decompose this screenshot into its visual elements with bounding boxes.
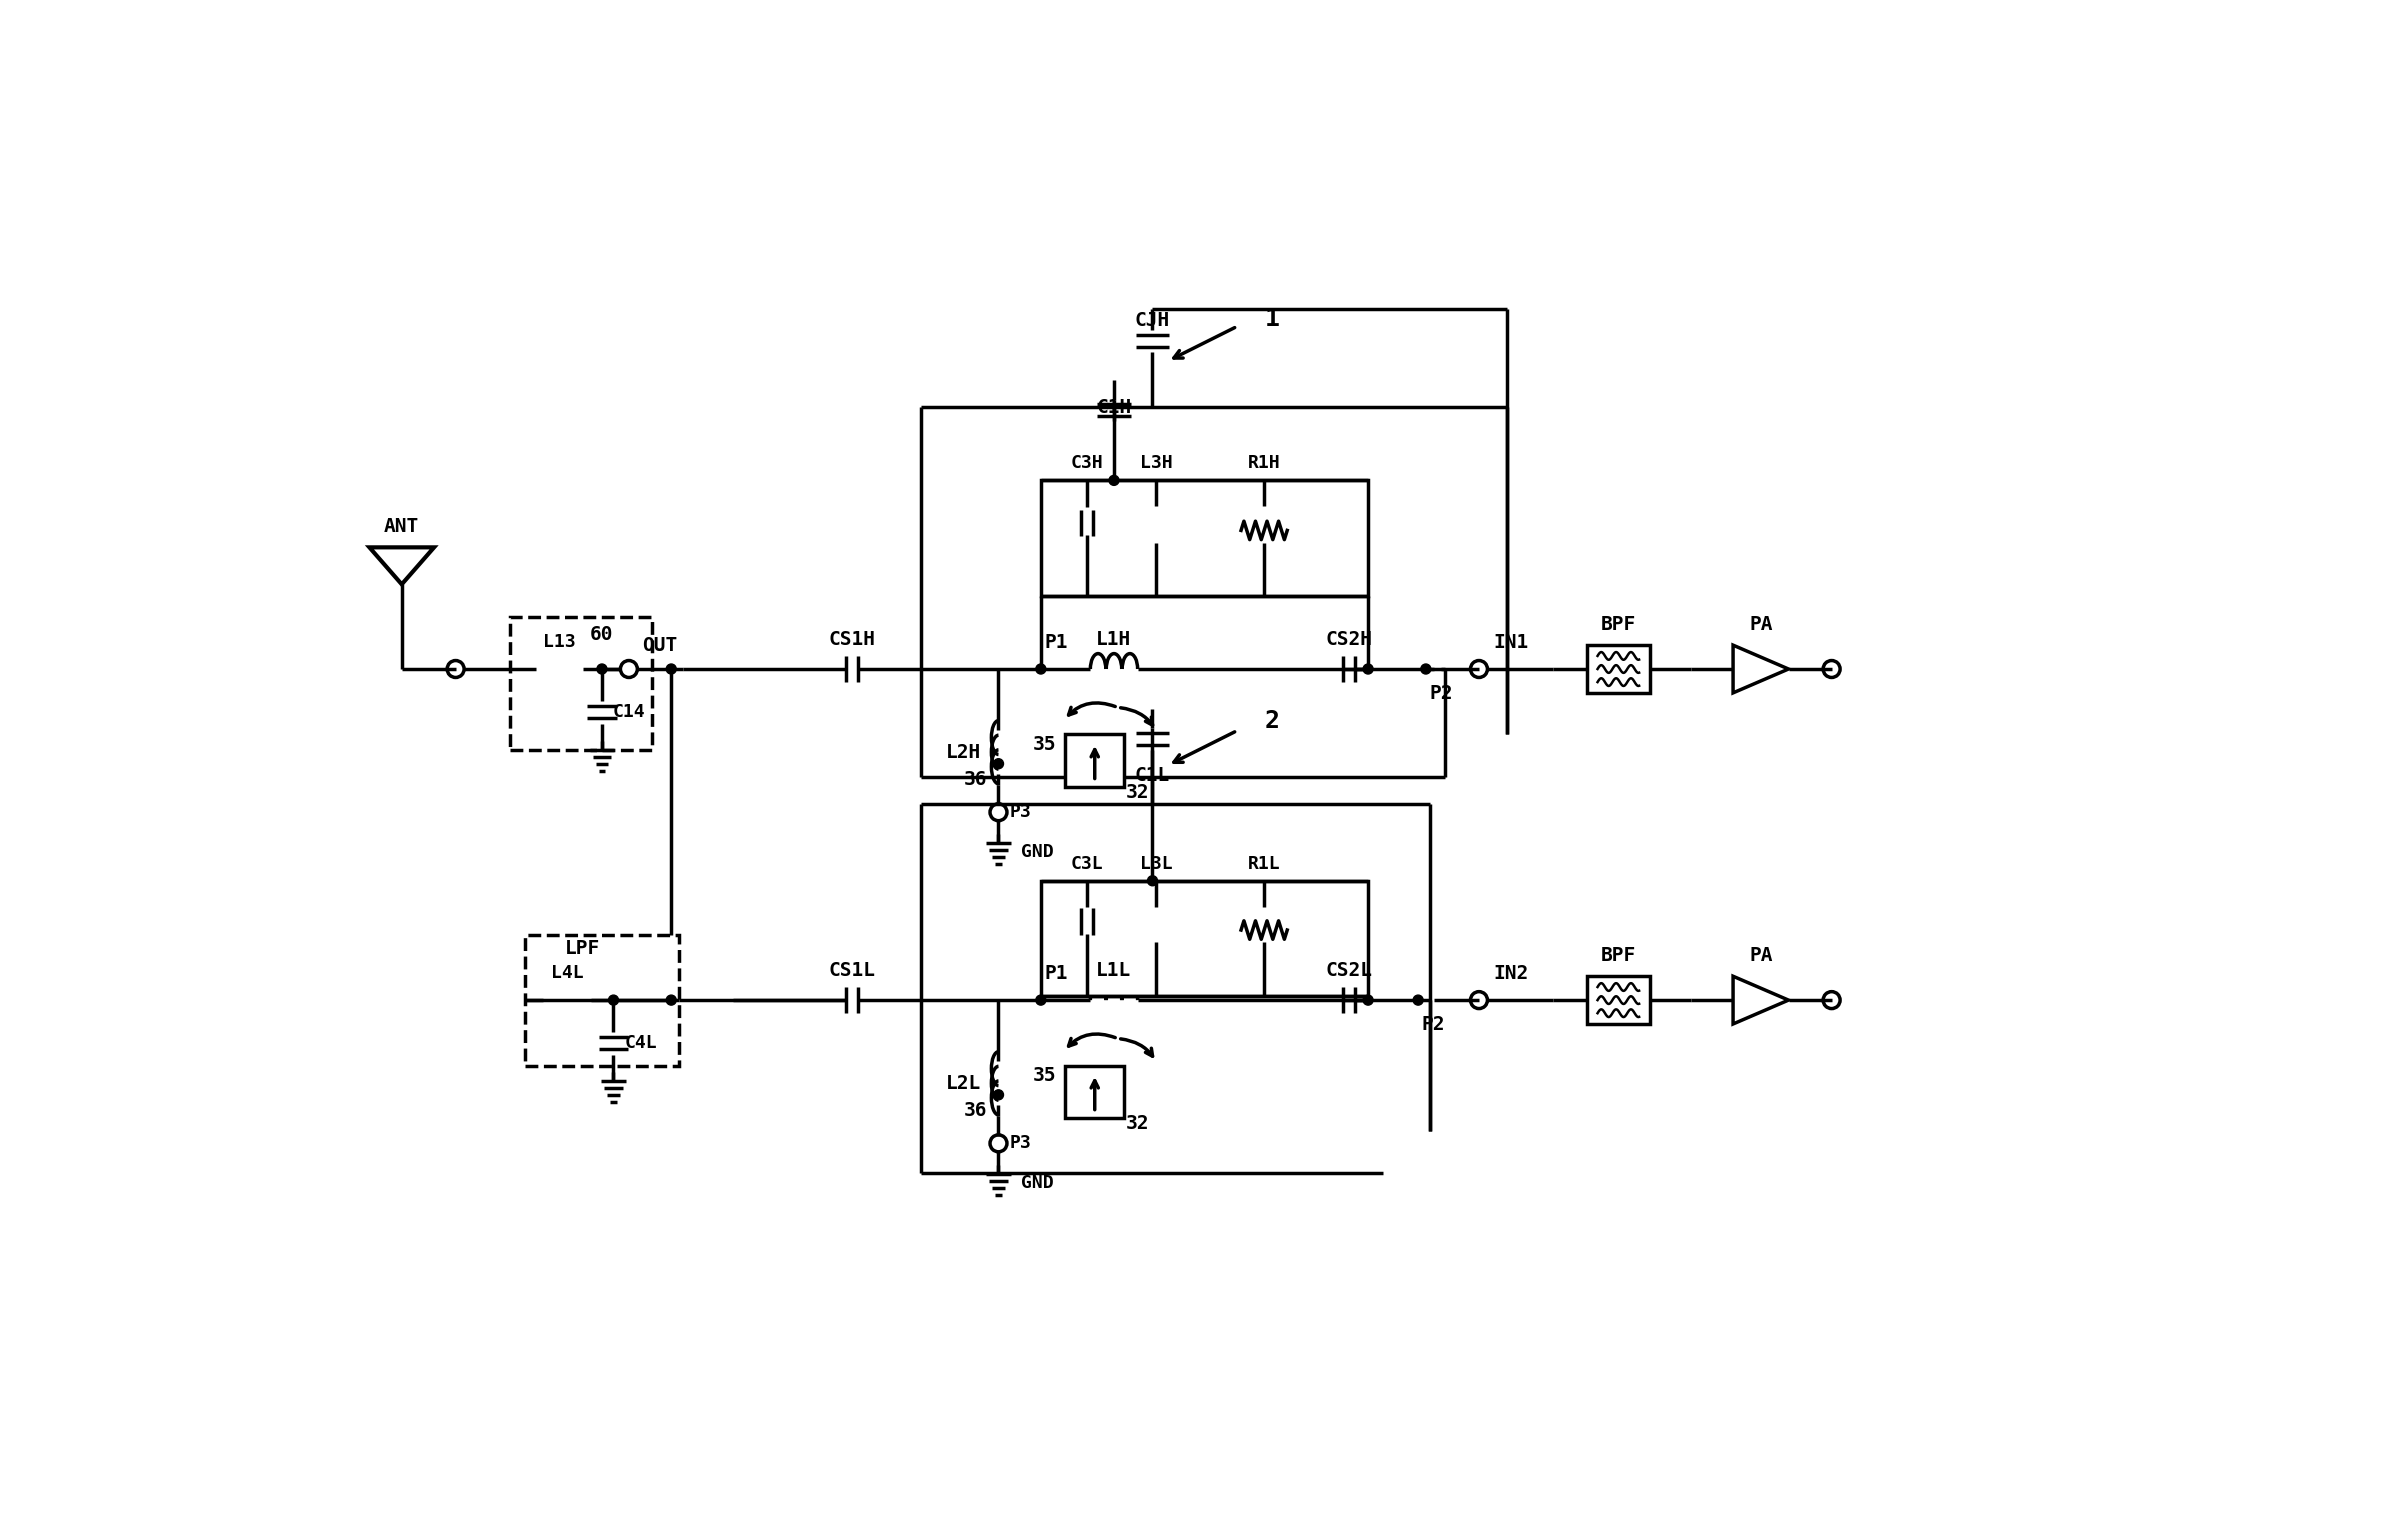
Circle shape [609, 996, 618, 1005]
Bar [525, 934, 678, 1065]
Bar [1586, 976, 1651, 1023]
Circle shape [666, 663, 676, 674]
Circle shape [1035, 663, 1045, 674]
Text: P1: P1 [1045, 963, 1069, 983]
Bar [1040, 880, 1368, 996]
Text: 1: 1 [1265, 306, 1279, 331]
Text: L2L: L2L [946, 1074, 982, 1093]
Text: L3L: L3L [1140, 854, 1172, 873]
Text: IN2: IN2 [1493, 963, 1529, 983]
Text: PA: PA [1749, 616, 1773, 634]
Circle shape [1363, 663, 1373, 674]
Text: CS2H: CS2H [1325, 631, 1373, 649]
Text: 36: 36 [963, 770, 987, 788]
Text: 35: 35 [1033, 736, 1057, 754]
Text: 32: 32 [1126, 1114, 1148, 1133]
Circle shape [1109, 476, 1119, 485]
Bar [1040, 480, 1368, 596]
Text: CJH: CJH [1136, 311, 1169, 329]
Text: LPF: LPF [565, 939, 601, 957]
Text: GND: GND [1021, 843, 1054, 862]
Text: 2: 2 [1265, 709, 1279, 734]
Text: OUT: OUT [642, 637, 678, 656]
Text: R1H: R1H [1248, 454, 1279, 472]
Bar [1586, 645, 1651, 693]
Text: P3: P3 [1009, 1134, 1030, 1153]
Text: PA: PA [1749, 946, 1773, 965]
Bar [1066, 734, 1124, 786]
Circle shape [1148, 876, 1157, 886]
Text: L3H: L3H [1140, 454, 1172, 472]
Text: R1L: R1L [1248, 854, 1279, 873]
Circle shape [666, 996, 676, 1005]
Text: GND: GND [1021, 1174, 1054, 1193]
Text: IN1: IN1 [1493, 633, 1529, 651]
Circle shape [1035, 996, 1045, 1005]
Text: C3L: C3L [1071, 854, 1102, 873]
Text: BPF: BPF [1601, 946, 1636, 965]
Text: C1L: C1L [1136, 766, 1169, 785]
Text: L2H: L2H [946, 743, 982, 762]
Text: L4L: L4L [551, 963, 585, 982]
Text: CS1L: CS1L [829, 962, 875, 980]
Text: L1H: L1H [1097, 631, 1131, 649]
Circle shape [994, 1090, 1004, 1100]
Circle shape [994, 759, 1004, 768]
Text: CS1H: CS1H [829, 631, 875, 649]
Text: C14: C14 [613, 703, 645, 722]
Text: 60: 60 [589, 625, 613, 643]
Bar [510, 617, 652, 749]
Text: P1: P1 [1045, 633, 1069, 651]
Bar [1066, 1065, 1124, 1117]
Circle shape [1421, 663, 1430, 674]
Text: ANT: ANT [383, 517, 419, 536]
Text: C1H: C1H [1097, 397, 1131, 417]
Circle shape [1363, 996, 1373, 1005]
Text: CS2L: CS2L [1325, 962, 1373, 980]
Text: BPF: BPF [1601, 616, 1636, 634]
Text: P2: P2 [1421, 1016, 1445, 1034]
Text: C4L: C4L [623, 1034, 657, 1053]
Circle shape [597, 663, 606, 674]
Text: L13: L13 [544, 633, 575, 651]
Text: P3: P3 [1009, 803, 1030, 822]
Text: L1L: L1L [1097, 962, 1131, 980]
Text: 35: 35 [1033, 1067, 1057, 1085]
Text: 36: 36 [963, 1100, 987, 1120]
Text: 32: 32 [1126, 783, 1148, 802]
Text: C3H: C3H [1071, 454, 1102, 472]
Text: P2: P2 [1430, 685, 1452, 703]
Circle shape [1414, 996, 1423, 1005]
